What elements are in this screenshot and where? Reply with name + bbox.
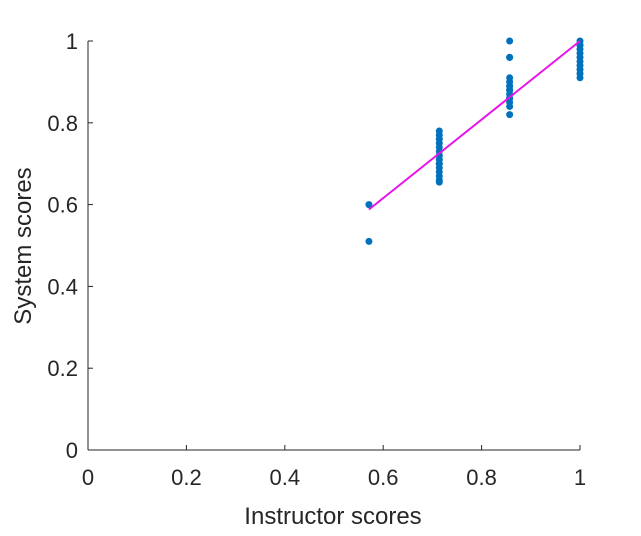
data-point bbox=[506, 53, 514, 61]
y-axis-title: System scores bbox=[10, 167, 37, 324]
data-point bbox=[506, 86, 514, 94]
x-tick-label: 0.2 bbox=[171, 465, 202, 490]
data-point bbox=[365, 237, 373, 245]
y-tick-label: 0.8 bbox=[47, 111, 78, 136]
y-tick-label: 0.4 bbox=[47, 274, 78, 299]
data-point bbox=[506, 102, 514, 110]
x-axis-title: Instructor scores bbox=[244, 503, 421, 530]
fit-line bbox=[368, 40, 581, 211]
plot-marks bbox=[365, 37, 584, 245]
y-tick-label: 0 bbox=[66, 438, 78, 463]
data-point bbox=[506, 37, 514, 45]
x-tick-label: 0.8 bbox=[466, 465, 497, 490]
x-tick-label: 0.4 bbox=[270, 465, 301, 490]
y-tick-label: 0.6 bbox=[47, 193, 78, 218]
data-point bbox=[435, 160, 443, 168]
axes: 0 0.2 0.4 0.6 0.8 1 0 0.2 0.4 0.6 0.8 1 bbox=[47, 29, 586, 490]
y-tick-label: 0.2 bbox=[47, 356, 78, 381]
data-point bbox=[435, 178, 443, 186]
x-tick-label: 0.6 bbox=[368, 465, 399, 490]
y-tick-label: 1 bbox=[66, 29, 78, 54]
data-point bbox=[365, 201, 373, 209]
x-tick-label: 1 bbox=[574, 465, 586, 490]
data-point bbox=[506, 111, 514, 119]
x-tick-label: 0 bbox=[82, 465, 94, 490]
data-point bbox=[576, 74, 584, 82]
